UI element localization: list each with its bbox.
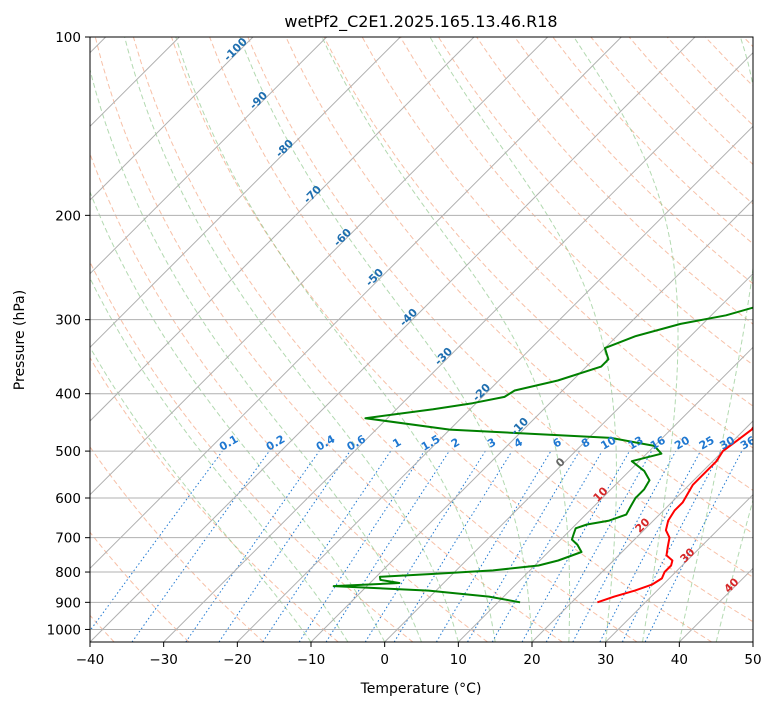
mixing-ratio-line [218,450,351,642]
mixing-ratio-line [393,450,513,642]
moist-adiabat [90,277,349,642]
dry-adiabat [90,152,488,642]
isotherm-line [236,125,753,642]
dry-adiabat [171,37,712,642]
isotherm-line [90,37,328,275]
y-tick-label: 200 [55,208,81,224]
x-tick-label: 10 [450,652,467,668]
mixing-ratio-line [185,450,320,642]
isotherm-line [384,272,753,642]
dry-adiabat [209,37,753,623]
y-axis-label: Pressure (hPa) [12,290,28,390]
dry-adiabat [90,531,190,642]
chart-title: wetPf2_C2E1.2025.165.13.46.R18 [284,12,557,32]
mixing-ratio-line [262,450,392,642]
mixing-ratio-lines [90,450,743,642]
dry-adiabat [132,37,638,642]
mixing-ratio-label: 36 [738,433,758,452]
skewed-isotherms [90,37,753,642]
dry-adiabat [399,37,753,407]
profile-line-2 [332,306,753,604]
moist-adiabat [678,37,753,642]
y-tick-label: 700 [55,531,81,547]
dry-adiabat [247,37,753,578]
moist-adiabat [715,498,753,642]
y-tick-label: 500 [55,444,81,460]
dry-adiabats [90,37,753,642]
x-tick-label: −20 [223,652,252,668]
isotherm-line [90,37,475,422]
mixing-ratio-line [325,450,450,642]
dry-adiabat [514,37,753,285]
moist-adiabat [573,37,679,642]
x-axis-label: Temperature (°C) [360,681,482,697]
mixing-ratio-line [521,450,630,642]
isotherm-line [605,493,753,642]
x-tick-label: 40 [671,652,688,668]
isotherm-line [90,37,696,642]
mixing-ratio-line [131,450,270,642]
mixing-ratio-line [572,450,677,642]
x-tick-label: −10 [297,652,326,668]
moist-adiabats [90,37,753,642]
moist-adiabat [90,190,386,642]
profile-lines [332,306,753,604]
plot-area: 0.1 0.2 0.4 0.6 1 1.5 2 3 4 6 8 10 13 16 20 25 30 36-100-… [90,37,758,642]
y-tick-label: 800 [55,565,81,581]
isotherm-line [457,346,753,642]
moist-adiabat [321,37,571,642]
y-tick-label: 600 [55,491,81,507]
isotherm-line [90,37,254,201]
y-tick-label: 900 [55,595,81,611]
dry-adiabat [94,37,563,642]
x-tick-label: 30 [597,652,614,668]
dry-adiabat [437,37,753,366]
mixing-ratio-line [644,450,743,642]
x-tick-label: 20 [523,652,540,668]
dry-adiabat [90,446,264,642]
mixing-ratio-line [90,450,223,632]
dry-adiabat [323,37,753,491]
y-tick-label: 1000 [47,622,81,638]
isotherm-line [90,37,549,496]
x-tick-label: 50 [744,652,761,668]
moist-adiabat [239,37,533,642]
x-axis-ticks: −40 −30 −20 −10 0 10 20 30 40 50 [76,642,762,668]
isotherm-line [531,420,753,642]
moist-adiabat [175,37,496,642]
profile-line-1 [597,425,753,604]
y-tick-label: 400 [55,387,81,403]
x-tick-label: 0 [380,652,389,668]
y-axis-ticks: 100 200 300 400 500 600 700 800 900 1000 [47,30,90,638]
plot-frame [89,36,754,643]
isotherm-line [310,199,753,642]
moist-adiabat [429,37,617,642]
mixing-ratio-line [545,450,653,642]
moist-adiabat [90,67,422,642]
y-tick-label: 100 [55,30,81,46]
dry-adiabat [361,37,753,449]
x-tick-label: −30 [149,652,178,668]
isotherm-line [90,37,401,349]
y-tick-label: 300 [55,313,81,329]
mixing-ratio-line [298,450,425,642]
isotherm-line [90,37,622,570]
pressure-gridlines [90,37,753,630]
x-tick-label: −40 [76,652,105,668]
isotherm-line [163,51,753,642]
dry-adiabat [90,356,339,642]
dry-adiabat [285,37,753,535]
moist-adiabat [124,37,459,642]
